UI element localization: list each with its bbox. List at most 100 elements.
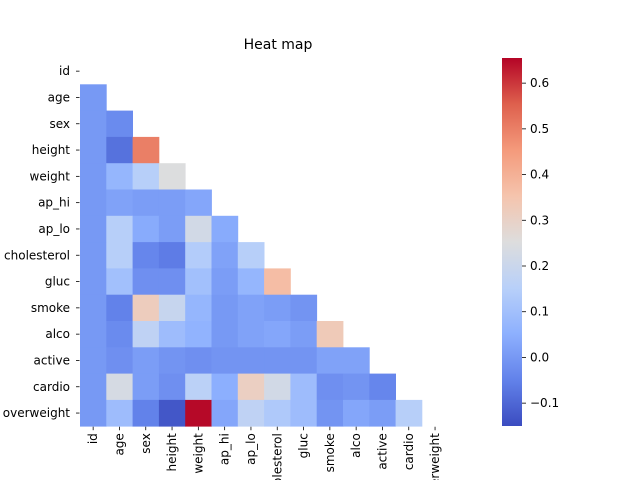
heatmap-cell-active-height <box>158 347 186 374</box>
y-tick-label: age <box>48 90 70 104</box>
heatmap-cell-alco-cholesterol <box>264 321 291 348</box>
heatmap-cell-cholesterol-id <box>80 242 107 269</box>
heatmap-cell-cholesterol-ap_lo <box>237 242 265 269</box>
heatmap-cell-overweight-sex <box>132 399 160 427</box>
x-tick-label: weight <box>191 433 205 474</box>
heatmap-cell-overweight-ap_lo <box>237 399 265 427</box>
heatmap-cell-gluc-weight <box>185 268 212 296</box>
heatmap-cell-active-smoke <box>316 347 344 374</box>
heatmap-cell-active-gluc <box>290 347 318 374</box>
heatmap-cell-ap_hi-weight <box>185 189 212 217</box>
heatmap-cell-alco-id <box>80 321 107 348</box>
x-tick-label: alco <box>349 433 363 458</box>
heatmap-cell-smoke-ap_lo <box>237 294 265 322</box>
colorbar-tick-label: 0.3 <box>530 213 549 227</box>
heatmap-cell-cardio-ap_hi <box>211 373 239 401</box>
heatmap-cell-alco-age <box>106 321 133 348</box>
x-tick-label: age <box>113 433 127 455</box>
heatmap-cell-overweight-height <box>158 399 186 427</box>
heatmap-cell-active-ap_lo <box>237 347 265 374</box>
heatmap-cell-alco-ap_hi <box>211 321 239 348</box>
heatmap-cell-cardio-gluc <box>290 373 318 401</box>
heatmap-cell-smoke-ap_hi <box>211 294 239 322</box>
heatmap-cell-weight-height <box>158 163 186 190</box>
heatmap-cell-overweight-weight <box>185 399 212 427</box>
heatmap-cell-overweight-cardio <box>395 399 423 427</box>
heatmap-cell-active-alco <box>343 347 370 374</box>
colorbar <box>502 58 522 426</box>
heatmap-cell-age-id <box>80 84 107 111</box>
x-tick-label: ap_lo <box>244 433 258 465</box>
x-tick-label: height <box>165 433 179 472</box>
heatmap-cell-gluc-age <box>106 268 133 296</box>
heatmap-cell-smoke-cholesterol <box>264 294 291 322</box>
heatmap-cell-ap_hi-id <box>80 189 107 217</box>
heatmap-cell-ap_hi-age <box>106 189 133 217</box>
heatmap-cell-ap_lo-height <box>158 215 186 243</box>
y-tick-label: weight <box>30 169 71 183</box>
y-tick-label: sex <box>49 117 70 131</box>
heatmap-cell-alco-sex <box>132 321 160 348</box>
heatmap-cell-weight-sex <box>132 163 160 190</box>
y-tick-label: ap_lo <box>38 222 70 236</box>
colorbar-tick-label: 0.1 <box>530 305 549 319</box>
x-tick-label: id <box>86 433 100 444</box>
heatmap-cell-alco-smoke <box>316 321 344 348</box>
heatmap-cell-ap_lo-ap_hi <box>211 215 239 243</box>
heatmap-cell-gluc-height <box>158 268 186 296</box>
heatmap-cell-gluc-cholesterol <box>264 268 291 296</box>
x-tick-label: sex <box>139 433 153 454</box>
heatmap-cell-gluc-sex <box>132 268 160 296</box>
heatmap-cell-gluc-ap_lo <box>237 268 265 296</box>
heatmap-cell-gluc-id <box>80 268 107 296</box>
colorbar-tick-label: 0.5 <box>530 122 549 136</box>
heatmap-cell-active-age <box>106 347 133 374</box>
heatmap-cell-overweight-cholesterol <box>264 399 291 427</box>
y-tick-label: overweight <box>3 406 71 420</box>
heatmap-cell-cholesterol-age <box>106 242 133 269</box>
heatmap-cells <box>80 84 423 427</box>
y-tick-label: cholesterol <box>4 248 70 262</box>
heatmap-cell-sex-id <box>80 110 107 138</box>
heatmap-cell-smoke-height <box>158 294 186 322</box>
heatmap-cell-smoke-age <box>106 294 133 322</box>
heatmap-cell-cardio-smoke <box>316 373 344 401</box>
x-tick-label: cholesterol <box>270 433 284 480</box>
heatmap-cell-smoke-weight <box>185 294 212 322</box>
y-tick-label: gluc <box>45 275 70 289</box>
heatmap-cell-cholesterol-sex <box>132 242 160 269</box>
heatmap-cell-ap_lo-weight <box>185 215 212 243</box>
heatmap-cell-alco-height <box>158 321 186 348</box>
heatmap-cell-cardio-weight <box>185 373 212 401</box>
heatmap-cell-overweight-ap_hi <box>211 399 239 427</box>
heatmap-cell-overweight-smoke <box>316 399 344 427</box>
x-tick-label: active <box>375 433 389 469</box>
heatmap-cell-alco-ap_lo <box>237 321 265 348</box>
heatmap-cell-active-cholesterol <box>264 347 291 374</box>
heatmap-cell-smoke-sex <box>132 294 160 322</box>
heatmap-cell-alco-weight <box>185 321 212 348</box>
heatmap-cell-cholesterol-height <box>158 242 186 269</box>
heatmap-cell-cholesterol-ap_hi <box>211 242 239 269</box>
heatmap-cell-smoke-gluc <box>290 294 318 322</box>
y-tick-label: ap_hi <box>38 196 70 210</box>
colorbar-tick-label: 0.6 <box>530 76 549 90</box>
colorbar-ticks: −0.1 0.0 0.1 0.2 0.3 0.4 0.5 0.6 <box>522 76 559 410</box>
heatmap-cell-ap_lo-age <box>106 215 133 243</box>
heatmap-cell-weight-id <box>80 163 107 190</box>
heatmap-cell-ap_lo-sex <box>132 215 160 243</box>
heatmap-cell-cardio-id <box>80 373 107 401</box>
x-tick-label: cardio <box>402 433 416 470</box>
colorbar-tick-label: 0.2 <box>530 259 549 273</box>
heatmap-cell-ap_hi-sex <box>132 189 160 217</box>
x-tick-label: gluc <box>297 433 311 458</box>
y-tick-label: smoke <box>31 301 70 315</box>
heatmap-cell-cholesterol-weight <box>185 242 212 269</box>
heatmap-cell-cardio-alco <box>343 373 370 401</box>
heatmap-cell-overweight-gluc <box>290 399 318 427</box>
heatmap-cell-height-id <box>80 136 107 164</box>
heatmap-cell-ap_hi-height <box>158 189 186 217</box>
y-tick-label: cardio <box>33 380 70 394</box>
heatmap-cell-overweight-age <box>106 399 133 427</box>
